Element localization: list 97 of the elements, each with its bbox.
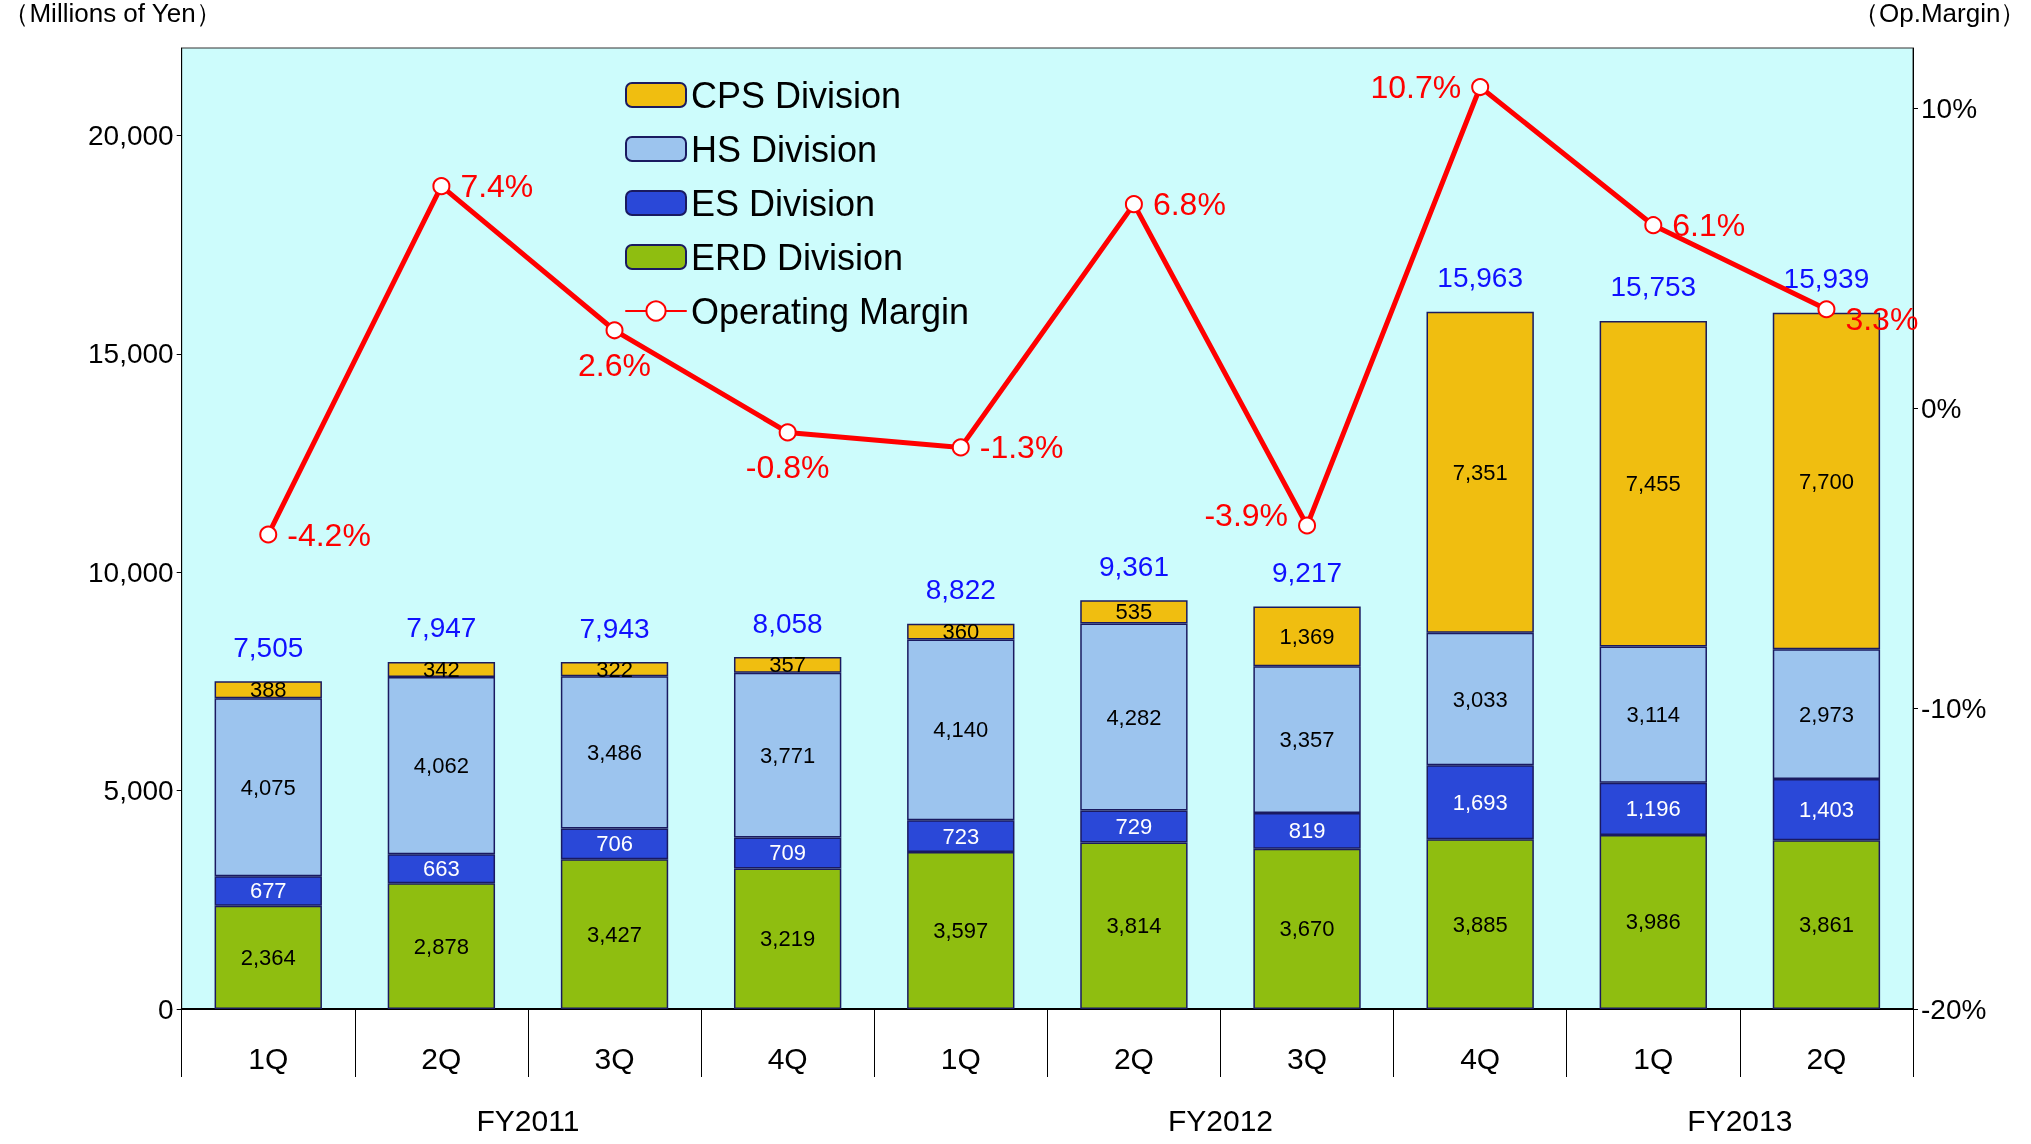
point [432,177,451,196]
point [605,321,624,340]
data-label: 535 [1115,599,1153,625]
data-label: -3.9% [1204,497,1289,534]
legend-label: HS Division [691,128,878,170]
data-label: 729 [1115,813,1153,839]
data-label: 342 [423,656,460,682]
data-label: 3,114 [1626,702,1681,728]
y-axis-title: （Millions of Yen） [3,0,222,28]
y2-tick-label: -20% [1921,993,1987,1025]
data-label: 3,219 [760,926,816,952]
data-label: 1,693 [1452,789,1508,815]
total-label: 9,361 [1098,550,1169,582]
point [1817,300,1836,319]
total-label: 8,058 [752,607,823,639]
y2-tick-label: -10% [1921,693,1987,725]
data-label: 7,455 [1625,471,1681,497]
total-label: 15,753 [1610,271,1697,303]
data-label: -1.3% [979,429,1064,466]
point [1298,516,1317,535]
data-label: 4,282 [1106,704,1162,730]
data-label: 4,075 [240,774,296,800]
y-tick-label: 0 [158,993,174,1025]
point [259,525,278,544]
data-label: 723 [942,823,980,849]
data-label: 2,364 [240,944,296,970]
data-label: 3,814 [1106,913,1162,939]
data-label: 3,885 [1452,911,1508,937]
y2-tick-label: 10% [1921,92,1978,124]
point [951,438,970,457]
data-label: 3,597 [933,917,989,943]
data-label: 709 [769,840,807,866]
total-label: 7,943 [579,612,650,644]
y-tick-label: 10,000 [88,556,174,588]
x-tick-label: 2Q [1806,1041,1847,1075]
legend-label: CPS Division [691,74,902,116]
data-label: 6.8% [1152,186,1226,223]
data-label: 7.4% [460,168,534,205]
data-label: 4,140 [933,717,989,743]
data-label: 6.1% [1672,207,1746,244]
data-label: -0.8% [745,449,830,486]
data-label: 3,033 [1452,686,1508,712]
data-label: 706 [596,831,633,857]
text: FY2012 [1167,1103,1274,1137]
data-label: 819 [1288,818,1326,844]
data-label: 3,486 [586,739,643,765]
y-tick-label: 5,000 [103,775,174,807]
point [1644,216,1663,235]
data-label: 3,357 [1279,727,1335,753]
data-label: 3,771 [760,742,816,768]
y2-tick-label: 0% [1921,392,1962,424]
point [778,423,797,442]
data-label: 1,369 [1279,623,1335,649]
data-label: 3,986 [1625,909,1681,935]
data-label: 3,861 [1798,912,1854,938]
data-label: 360 [942,619,980,645]
x-tick-label: 2Q [421,1041,462,1075]
data-label: 388 [249,677,287,703]
text: FY2013 [1687,1103,1793,1137]
x-tick-label: 3Q [1287,1041,1328,1075]
x-tick-label: 3Q [594,1041,635,1075]
data-label: 7,700 [1798,468,1854,494]
text: FY2011 [476,1103,580,1137]
x-tick-label: 1Q [1633,1041,1674,1075]
data-label: 4,062 [413,753,469,779]
data-label: 2,973 [1798,701,1854,727]
legend-label: ERD Division [691,236,904,278]
x-tick-label: 2Q [1113,1041,1154,1075]
y2-axis-title: （Op.Margin） [1853,0,2027,28]
data-label: 10.7% [1370,69,1462,106]
legend-label: ES Division [691,182,876,224]
total-label: 15,963 [1437,262,1523,294]
data-label: 3,427 [586,921,643,947]
legend-label: Operating Margin [691,290,970,332]
data-label: 7,351 [1452,459,1508,485]
total-label: 15,939 [1783,263,1870,295]
total-label: 9,217 [1272,556,1343,588]
x-tick-label: 4Q [1460,1041,1501,1075]
point [1471,78,1490,97]
total-label: 8,822 [925,574,996,606]
data-label: 1,403 [1798,797,1854,823]
x-tick-label: 1Q [940,1041,981,1075]
y-tick-label: 20,000 [88,119,174,151]
data-label: -4.2% [287,516,371,553]
data-label: 357 [769,652,807,678]
data-label: 3,670 [1279,916,1335,942]
total-label: 7,947 [406,612,477,644]
data-label: 663 [423,856,460,882]
point [1124,195,1143,214]
x-tick-label: 1Q [248,1041,289,1075]
data-label: 2,878 [413,933,469,959]
data-label: 677 [249,878,287,904]
total-label: 7,505 [233,631,304,663]
y-tick-label: 15,000 [88,338,174,370]
data-label: 2.6% [578,347,651,384]
x-tick-label: 4Q [767,1041,808,1075]
data-label: 1,196 [1625,796,1681,822]
